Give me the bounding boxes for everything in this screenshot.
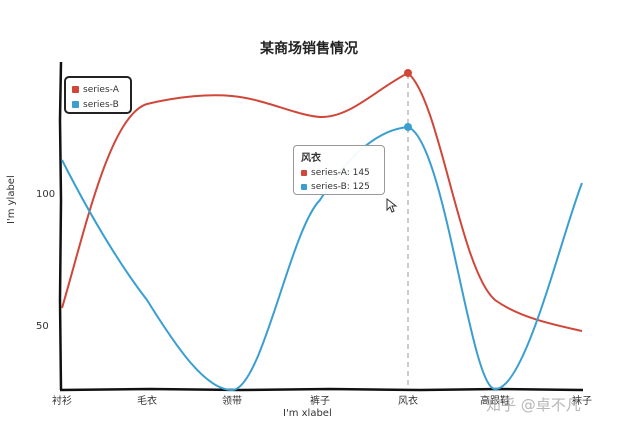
- mouse-cursor-icon: [386, 198, 398, 213]
- x-tick: 领带: [222, 396, 242, 407]
- tooltip: 风衣 series-A: 145 series-B: 125: [293, 145, 385, 195]
- series-a-line: [61, 71, 583, 332]
- x-tick: 毛衣: [137, 396, 157, 407]
- y-tick-100: 100: [36, 189, 56, 200]
- x-tick: 袜子: [572, 396, 592, 407]
- y-tick-50: 50: [36, 321, 49, 332]
- legend-swatch-icon: [72, 86, 79, 93]
- legend-item-series-b[interactable]: series-B: [72, 97, 124, 112]
- tooltip-item-series-b: series-B: 125: [301, 180, 377, 194]
- x-tick: 衬衫: [52, 396, 72, 407]
- chart-title: 某商场销售情况: [260, 41, 358, 57]
- series-b-highlight-point[interactable]: [404, 123, 412, 131]
- tooltip-swatch-icon: [301, 170, 307, 176]
- x-tick: 风衣: [398, 396, 418, 407]
- legend-label: series-B: [83, 99, 119, 110]
- legend-swatch-icon: [72, 101, 79, 108]
- tooltip-swatch-icon: [301, 184, 307, 190]
- tooltip-item-series-a: series-A: 145: [301, 166, 377, 180]
- series-a-highlight-point[interactable]: [404, 69, 412, 77]
- x-tick: 高跟鞋: [480, 396, 510, 407]
- watermark: 知乎 @卓不凡: [486, 396, 581, 414]
- tooltip-value: series-A: 145: [311, 168, 370, 178]
- tooltip-title: 风衣: [301, 153, 321, 164]
- x-tick: 裤子: [310, 396, 330, 407]
- legend-item-series-a[interactable]: series-A: [72, 82, 124, 97]
- x-axis-label: I'm xlabel: [283, 408, 332, 419]
- tooltip-value: series-B: 125: [311, 182, 370, 192]
- x-axis-line: [59, 387, 584, 392]
- legend-label: series-A: [83, 84, 119, 95]
- y-axis-label: I'm ylabel: [6, 175, 17, 224]
- legend: series-A series-B: [64, 76, 132, 114]
- y-axis-line: [58, 61, 63, 391]
